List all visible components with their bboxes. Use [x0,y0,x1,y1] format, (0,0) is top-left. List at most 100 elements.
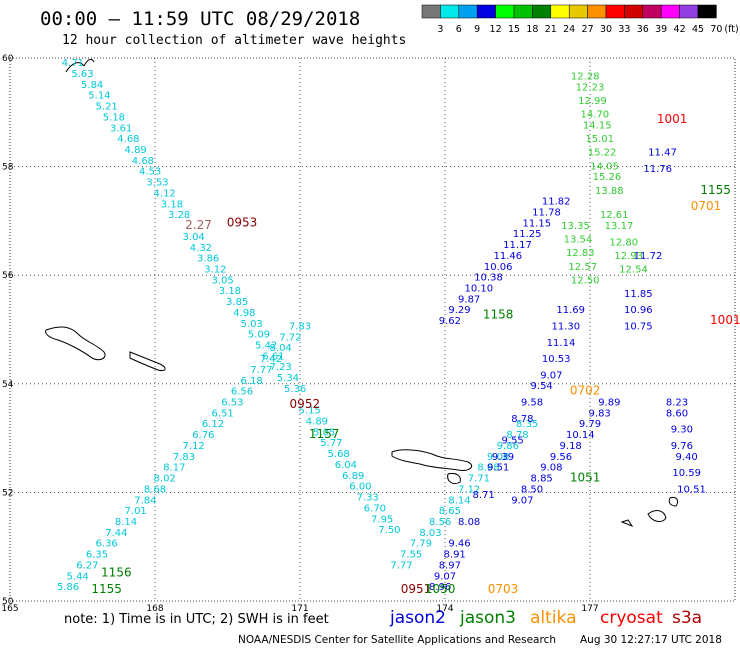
track-group: 4.715.635.845.145.215.183.614.684.894.68… [57,58,706,593]
satellite-altika: altika [530,608,577,628]
wave-height-label: 5.84 [81,80,103,91]
satellite-s3a: s3a [672,608,703,628]
wave-height-label: 9.29 [448,305,470,316]
pass-time-label: 1157 [309,427,340,441]
wave-height-label: 10.38 [474,273,503,284]
wave-height-label: 8.08 [458,517,480,528]
wave-height-label: 12.57 [568,262,597,273]
wave-height-label: 5.09 [248,330,270,341]
pass-time-label: 0951 [401,582,432,596]
legend-label: 15 [508,24,520,35]
wave-height-label: 8.96 [429,582,451,593]
wave-height-label: 9.55 [502,436,524,447]
wave-height-label: 7.72 [279,332,301,343]
pass-time-label: 1001 [657,112,688,126]
wave-height-label: 15.26 [593,172,622,183]
wave-height-label: 7.44 [105,528,127,539]
wave-height-label: 4.68 [132,156,154,167]
wave-height-label: 9.83 [589,408,611,419]
wave-height-label: 8.71 [473,490,495,501]
satellite-cryosat: cryosat [600,608,663,628]
wave-height-label: 7.83 [173,452,195,463]
wave-height-label: 10.59 [672,468,701,479]
y-tick-label: 58 [2,163,14,173]
legend-label: 45 [692,24,704,35]
wave-height-label: 6.61 [262,351,284,362]
wave-height-label: 11.46 [494,251,523,262]
pass-time-label: 1156 [101,566,132,580]
wave-height-label: 3.53 [146,178,168,189]
wave-height-label: 9.30 [671,425,693,436]
wave-height-label: 8.35 [516,419,538,430]
y-tick-label: 50 [2,597,14,607]
coastline [447,473,461,485]
wave-height-label: 8.56 [429,517,451,528]
wave-height-label: 6.51 [212,408,234,419]
pass-time-label: 0702 [570,384,601,398]
wave-height-label: 10.53 [542,354,571,365]
coastline [668,497,679,507]
wave-height-label: 10.14 [566,430,595,441]
wave-height-label: 11.47 [648,148,677,159]
wave-height-label: 8.14 [448,495,470,506]
legend-label: 70 [710,24,722,35]
wave-height-label: 11.78 [532,207,561,218]
wave-height-label: 7.12 [183,441,205,452]
wave-height-label: 9.07 [511,495,533,506]
wave-height-label: 9.07 [540,370,562,381]
wave-height-label: 9.08 [540,463,562,474]
satellite-jason2: jason2 [390,608,446,628]
time-label-group: 0953 2.27 0952 1157 1158 1156 1155 1051 0702 0703… [91,112,740,596]
wave-height-label: 11.25 [513,229,542,240]
wave-height-label: 12.23 [576,83,605,94]
wave-height-label: 12.61 [600,210,629,221]
wave-height-label: 9.18 [560,441,582,452]
wave-height-label: 4.32 [190,243,212,254]
wave-height-label: 12.80 [610,237,639,248]
x-tick-label: 177 [581,604,598,614]
wave-height-label: 6.18 [241,376,263,387]
wave-height-label: 9.40 [676,452,698,463]
wave-height-label: 6.35 [86,550,108,561]
wave-height-label: 11.30 [552,322,581,333]
legend-label: 18 [526,24,538,35]
wave-height-label: 11.17 [503,240,532,251]
wave-height-label: 3.12 [204,264,226,275]
wave-height-label: 6.27 [76,560,98,571]
wave-height-label: 5.44 [67,571,89,582]
wave-height-label: 6.53 [221,398,243,409]
pass-time-label: 2.27 [185,218,212,232]
legend-label: 6 [456,24,462,35]
wave-height-label: 9.54 [531,381,553,392]
wave-height-label: 8.14 [115,517,137,528]
wave-height-label: 10.51 [677,484,706,495]
legend-label: 36 [637,24,649,35]
wave-height-label: 11.82 [542,197,571,208]
color-legend: 3 6 9 12 15 18 21 24 27 30 33 36 39 42 45 70 (ft) [421,4,739,35]
wave-height-label: 8.60 [666,408,688,419]
legend-label: 21 [545,24,557,35]
pass-time-label: 1155 [91,582,122,596]
wave-height-label: 6.76 [192,430,214,441]
wave-height-label: 14.05 [590,161,619,172]
wave-height-label: 7.79 [410,539,432,550]
wave-height-label: 7.84 [134,495,156,506]
wave-height-label: 7.83 [289,322,311,333]
legend-label: 39 [655,24,667,35]
legend-label: 3 [437,24,443,35]
legend-label: 33 [618,24,630,35]
wave-height-label: 8.65 [439,506,461,517]
legend-label: 42 [674,24,686,35]
wave-height-label: 10.06 [484,262,513,273]
wave-height-label: 5.68 [328,449,350,460]
wave-height-label: 3.28 [168,210,190,221]
wave-height-label: 7.12 [458,484,480,495]
legend-label: 9 [474,24,480,35]
wave-height-label: 14.70 [581,110,610,121]
legend-label: 12 [490,24,502,35]
wave-height-label: 9.07 [434,571,456,582]
x-tick-label: 171 [291,604,308,614]
wave-height-label: 6.70 [364,503,386,514]
